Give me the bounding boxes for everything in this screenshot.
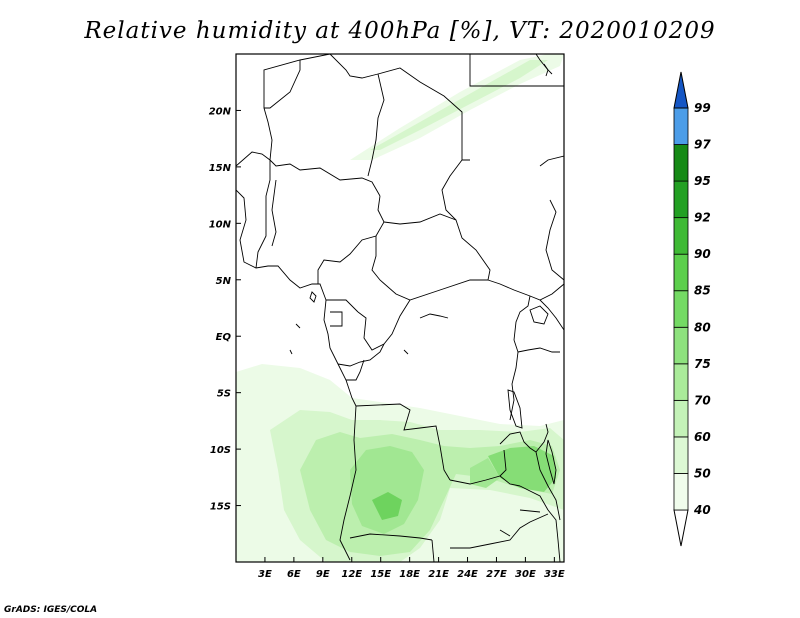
lon-tick-label: 21E: [428, 569, 449, 580]
lon-tick-label: 6E: [287, 569, 301, 580]
lon-tick-label: 33E: [544, 569, 565, 580]
colorbar-label: 92: [694, 211, 711, 225]
colorbar-segment: [673, 399, 689, 438]
colorbar-lower-arrow: [673, 509, 689, 547]
colorbar-upper-arrow: [673, 71, 689, 109]
lon-tick-label: 18E: [399, 569, 420, 580]
lat-ticks: 20N 15N 10N 5N EQ 5S 10S 15S: [209, 106, 241, 513]
footer-credit: GrADS: IGES/COLA: [4, 605, 98, 615]
lon-tick-label: 12E: [341, 569, 362, 580]
colorbar-label: 60: [694, 430, 711, 444]
colorbar-segment: [673, 473, 689, 511]
colorbar-segment: [673, 326, 689, 365]
colorbar-segment: [673, 180, 689, 219]
colorbar-label: 80: [694, 320, 711, 334]
lat-tick-label: EQ: [216, 332, 232, 343]
colorbar-label: 40: [693, 503, 711, 517]
colorbar-label: 99: [694, 101, 711, 115]
lat-tick-label: 20N: [209, 106, 232, 117]
colorbar-segment: [673, 290, 689, 328]
colorbar-segment: [673, 363, 689, 401]
lat-tick-label: 15N: [209, 163, 232, 174]
humidity-patch-west: [236, 392, 262, 416]
colorbar-segment: [673, 217, 689, 255]
lon-tick-label: 30E: [515, 569, 536, 580]
lat-tick-label: 10N: [209, 219, 232, 230]
humidity-field: [236, 54, 564, 562]
colorbar-label: 50: [694, 466, 711, 480]
colorbar-segment: [673, 107, 689, 145]
colorbar-segment: [673, 144, 689, 182]
colorbar-label: 75: [694, 357, 711, 371]
country-boundaries: [236, 54, 564, 562]
chart-title: Relative humidity at 400hPa [%], VT: 202…: [84, 18, 716, 44]
humidity-band-north-core: [370, 60, 548, 150]
humidity-region-southeast: [470, 458, 500, 488]
map-frame: [235, 53, 565, 563]
colorbar: 40 50 60 70 75 80 85 90 92 95 97 99: [673, 71, 711, 547]
lon-tick-label: 24E: [457, 569, 478, 580]
colorbar-label: 97: [694, 138, 711, 152]
colorbar-segment: [673, 436, 689, 474]
colorbar-label: 95: [694, 174, 711, 188]
lat-tick-label: 5S: [217, 389, 231, 400]
colorbar-label: 85: [694, 284, 711, 298]
lon-ticks: 3E 6E 9E 12E 15E 18E 21E 24E 27E 30E 33E: [258, 557, 565, 580]
lat-tick-label: 5N: [216, 276, 232, 287]
lat-tick-label: 15S: [210, 502, 231, 513]
lon-tick-label: 15E: [370, 569, 391, 580]
lon-tick-label: 3E: [258, 569, 272, 580]
humidity-region-core-spot: [372, 492, 402, 520]
colorbar-label: 90: [694, 247, 711, 261]
colorbar-segment: [673, 253, 689, 292]
lon-tick-label: 9E: [316, 569, 330, 580]
colorbar-label: 70: [694, 393, 711, 407]
lon-tick-label: 27E: [486, 569, 507, 580]
humidity-region-south-core: [350, 446, 424, 534]
lat-tick-label: 10S: [210, 445, 231, 456]
